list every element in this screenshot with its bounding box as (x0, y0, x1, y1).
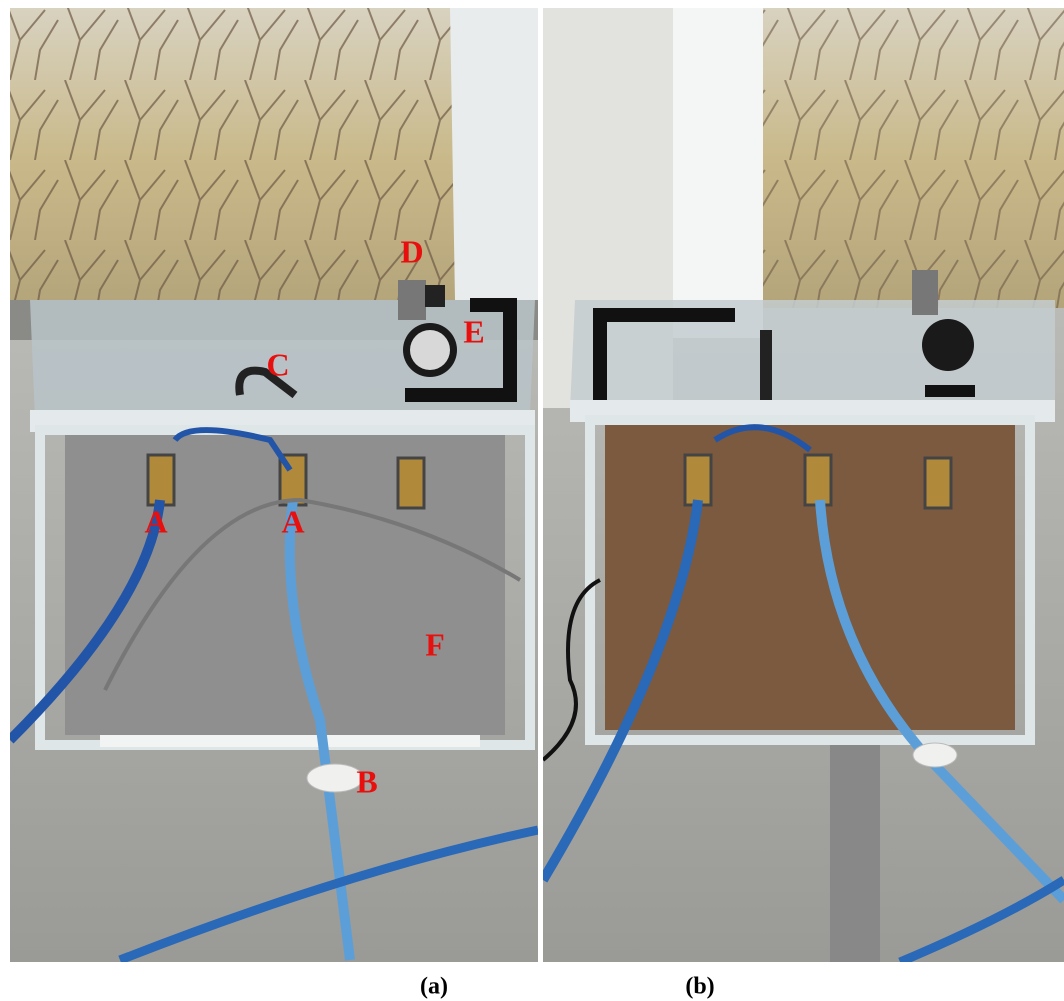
label-d: D (400, 233, 423, 269)
figure: D E C A A F B (a) (b) (0, 0, 1064, 1001)
label-f: F (425, 626, 445, 662)
label-a: A (144, 503, 167, 539)
label-b: B (356, 763, 377, 799)
caption: (a) (420, 974, 448, 1000)
photo-a (10, 8, 538, 962)
label-e: E (463, 313, 484, 349)
photo-b (543, 8, 1064, 962)
label-c: C (266, 346, 289, 382)
caption: (b) (685, 974, 714, 1000)
label-a: A (281, 503, 304, 539)
